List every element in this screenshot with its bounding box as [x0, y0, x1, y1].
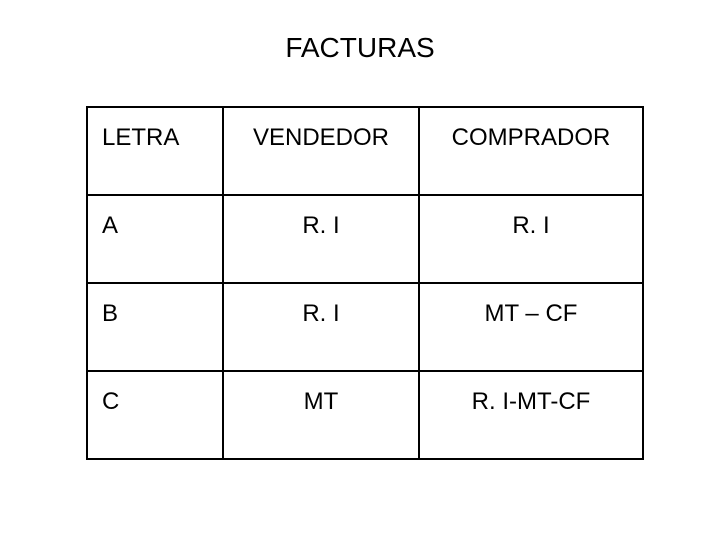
col-header-letra: LETRA — [87, 107, 223, 195]
col-header-vendedor: VENDEDOR — [223, 107, 419, 195]
cell-letra: B — [87, 283, 223, 371]
table-header-row: LETRA VENDEDOR COMPRADOR — [87, 107, 643, 195]
page-title: FACTURAS — [0, 32, 720, 64]
facturas-table-container: LETRA VENDEDOR COMPRADOR A R. I R. I B R… — [86, 106, 642, 460]
cell-comprador: R. I-MT-CF — [419, 371, 643, 459]
cell-vendedor: R. I — [223, 195, 419, 283]
cell-letra: A — [87, 195, 223, 283]
table-row: C MT R. I-MT-CF — [87, 371, 643, 459]
table-row: B R. I MT – CF — [87, 283, 643, 371]
col-header-comprador: COMPRADOR — [419, 107, 643, 195]
facturas-table: LETRA VENDEDOR COMPRADOR A R. I R. I B R… — [86, 106, 644, 460]
cell-vendedor: R. I — [223, 283, 419, 371]
cell-vendedor: MT — [223, 371, 419, 459]
table-row: A R. I R. I — [87, 195, 643, 283]
cell-comprador: MT – CF — [419, 283, 643, 371]
cell-comprador: R. I — [419, 195, 643, 283]
cell-letra: C — [87, 371, 223, 459]
page: FACTURAS LETRA VENDEDOR COMPRADOR A R. I… — [0, 0, 720, 540]
